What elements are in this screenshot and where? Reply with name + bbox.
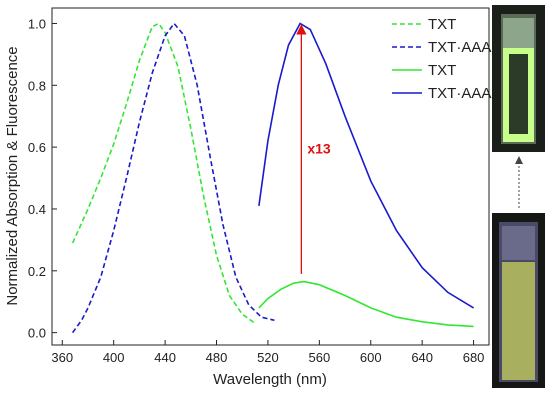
y-tick-label: 0.4 [28,202,46,217]
y-tick-label: 0.2 [28,264,46,279]
data-line [258,22,475,309]
data-line [258,280,474,328]
x-tick-label: 560 [308,350,330,365]
y-tick-label: 0.6 [28,140,46,155]
x-tick-label: 440 [154,350,176,365]
x-tick-label: 480 [206,350,228,365]
annotation-label: x13 [307,141,331,157]
y-tick-label: 0.8 [28,78,46,93]
x-tick-label: 640 [411,350,433,365]
plot-frame [51,7,490,346]
cuvette-photo-bright [492,5,545,152]
x-tick-label: 400 [103,350,125,365]
x-tick-label: 520 [257,350,279,365]
x-tick-label: 680 [463,350,485,365]
y-axis-title: Normalized Absorption & Fluorescence [4,46,21,305]
y-tick-label: 1.0 [28,16,46,31]
legend-label: TXT·AAA [428,85,491,102]
cuvette-photo-dim [492,213,545,388]
y-tick-label: 0.0 [28,326,46,341]
x-tick-label: 600 [360,350,382,365]
x-tick-label: 360 [51,350,73,365]
legend-label: TXT [428,62,456,79]
data-line [71,22,256,325]
legend-label: TXT [428,16,456,33]
data-line [71,22,275,334]
x-axis-title: Wavelength (nm) [213,371,327,388]
legend-label: TXT·AAA [428,39,491,56]
